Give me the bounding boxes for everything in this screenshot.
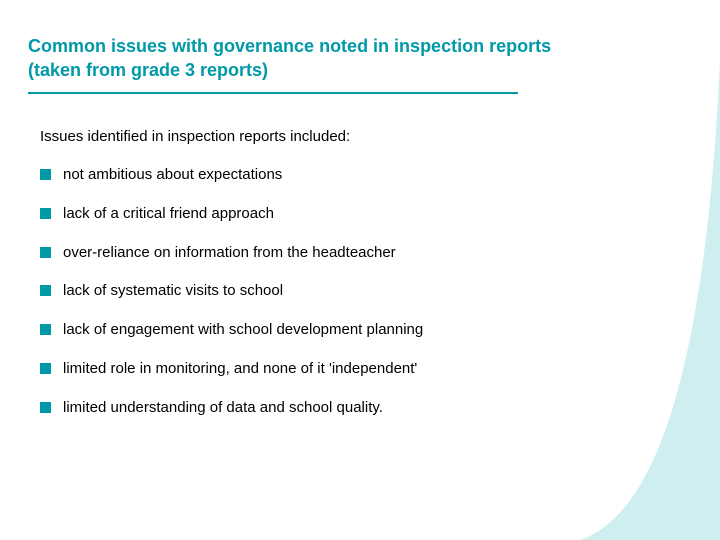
bullet-icon [40,169,51,180]
list-item: limited understanding of data and school… [40,399,600,418]
list-item: not ambitious about expectations [40,166,600,185]
title-underline [28,92,518,94]
bullet-icon [40,285,51,296]
bullet-icon [40,363,51,374]
bullet-icon [40,402,51,413]
corner-accent-graphic [580,60,720,540]
bullet-text: lack of engagement with school developme… [63,321,423,340]
bullet-icon [40,208,51,219]
slide: Common issues with governance noted in i… [0,0,720,540]
bullet-text: limited understanding of data and school… [63,399,383,418]
bullet-text: not ambitious about expectations [63,166,282,185]
bullet-icon [40,324,51,335]
intro-text: Issues identified in inspection reports … [40,128,350,145]
bullet-text: lack of systematic visits to school [63,282,283,301]
list-item: lack of a critical friend approach [40,205,600,224]
list-item: limited role in monitoring, and none of … [40,360,600,379]
list-item: lack of engagement with school developme… [40,321,600,340]
slide-title: Common issues with governance noted in i… [28,34,588,83]
list-item: lack of systematic visits to school [40,282,600,301]
list-item: over-reliance on information from the he… [40,244,600,263]
bullet-text: lack of a critical friend approach [63,205,274,224]
bullet-list: not ambitious about expectations lack of… [40,166,600,437]
bullet-text: limited role in monitoring, and none of … [63,360,417,379]
bullet-text: over-reliance on information from the he… [63,244,396,263]
bullet-icon [40,247,51,258]
